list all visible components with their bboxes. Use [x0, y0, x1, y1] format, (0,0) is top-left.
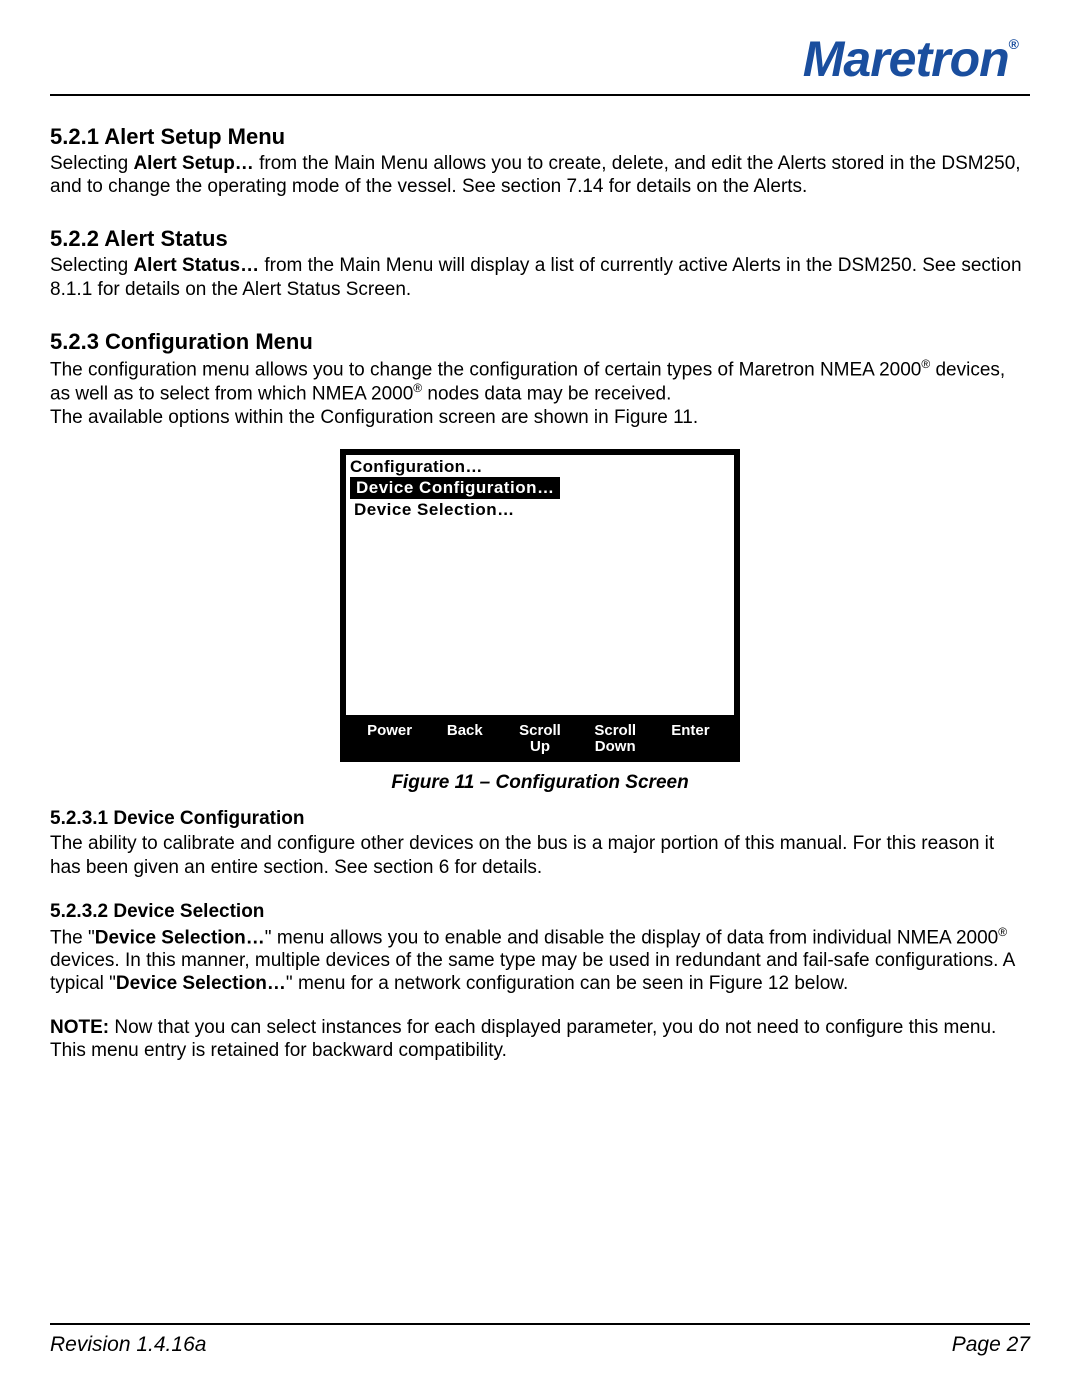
softkey-scroll-down[interactable]: Scroll Down: [578, 723, 653, 755]
para-5-2-2: Selecting Alert Status… from the Main Me…: [50, 254, 1030, 300]
softkey-line1: Scroll: [519, 722, 561, 739]
text: The ": [50, 927, 95, 948]
text-bold: Alert Status…: [133, 255, 259, 276]
page-header: Maretron®: [50, 30, 1030, 94]
softkey-line2: Down: [595, 738, 636, 755]
reg-sup: ®: [921, 357, 930, 371]
text: nodes data may be received.: [422, 384, 671, 405]
text: Selecting: [50, 153, 133, 174]
text: " menu allows you to enable and disable …: [265, 927, 998, 948]
header-rule: [50, 94, 1030, 96]
para-5-2-3-a: The configuration menu allows you to cha…: [50, 357, 1030, 406]
brand-name: Maretron: [803, 31, 1009, 87]
device-screen-content: Configuration… Device Configuration… Dev…: [346, 455, 734, 715]
brand-reg: ®: [1009, 36, 1018, 52]
text-bold: Alert Setup…: [133, 153, 253, 174]
note-5-2-3-2: NOTE: Now that you can select instances …: [50, 1016, 1030, 1062]
text: Selecting: [50, 255, 133, 276]
page-number: Page 27: [952, 1333, 1030, 1357]
menu-item-selected[interactable]: Device Configuration…: [350, 477, 560, 499]
brand-logo: Maretron®: [803, 30, 1030, 88]
softkey-power[interactable]: Power: [352, 723, 427, 755]
heading-5-2-3-2: 5.2.3.2 Device Selection: [50, 901, 1030, 923]
device-screen: Configuration… Device Configuration… Dev…: [340, 449, 740, 763]
heading-5-2-3-1: 5.2.3.1 Device Configuration: [50, 808, 1030, 830]
para-5-2-3-b: The available options within the Configu…: [50, 406, 1030, 429]
softkey-line2: Up: [530, 738, 550, 755]
para-5-2-3-1: The ability to calibrate and configure o…: [50, 832, 1030, 878]
softkey-enter[interactable]: Enter: [653, 723, 728, 755]
figure-11-caption: Figure 11 – Configuration Screen: [50, 772, 1030, 794]
screen-title: Configuration…: [346, 455, 734, 477]
figure-11: Configuration… Device Configuration… Dev…: [50, 449, 1030, 763]
softkey-scroll-up[interactable]: Scroll Up: [502, 723, 577, 755]
note-label: NOTE:: [50, 1017, 109, 1038]
footer-rule: [50, 1323, 1030, 1325]
para-5-2-3-2: The "Device Selection…" menu allows you …: [50, 925, 1030, 996]
text-bold: Device Selection…: [116, 973, 286, 994]
text-bold: Device Selection…: [95, 927, 265, 948]
reg-sup: ®: [998, 925, 1007, 939]
heading-5-2-3: 5.2.3 Configuration Menu: [50, 329, 1030, 355]
page-footer: Revision 1.4.16a Page 27: [50, 1323, 1030, 1357]
softkey-line1: Scroll: [594, 722, 636, 739]
text: The configuration menu allows you to cha…: [50, 359, 921, 380]
softkey-bar: Power Back Scroll Up Scroll Down Enter: [342, 719, 738, 761]
menu-item[interactable]: Device Selection…: [346, 499, 734, 521]
heading-5-2-1: 5.2.1 Alert Setup Menu: [50, 124, 1030, 150]
heading-5-2-2: 5.2.2 Alert Status: [50, 226, 1030, 252]
revision-label: Revision 1.4.16a: [50, 1333, 206, 1357]
reg-sup: ®: [413, 381, 422, 395]
para-5-2-1: Selecting Alert Setup… from the Main Men…: [50, 152, 1030, 198]
footer-row: Revision 1.4.16a Page 27: [50, 1333, 1030, 1357]
softkey-back[interactable]: Back: [427, 723, 502, 755]
text: " menu for a network configuration can b…: [286, 973, 848, 994]
note-text: Now that you can select instances for ea…: [50, 1017, 996, 1061]
